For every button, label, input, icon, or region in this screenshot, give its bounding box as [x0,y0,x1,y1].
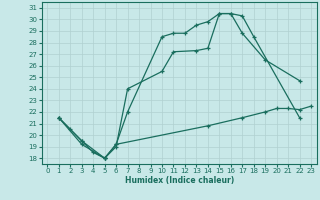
X-axis label: Humidex (Indice chaleur): Humidex (Indice chaleur) [124,176,234,185]
